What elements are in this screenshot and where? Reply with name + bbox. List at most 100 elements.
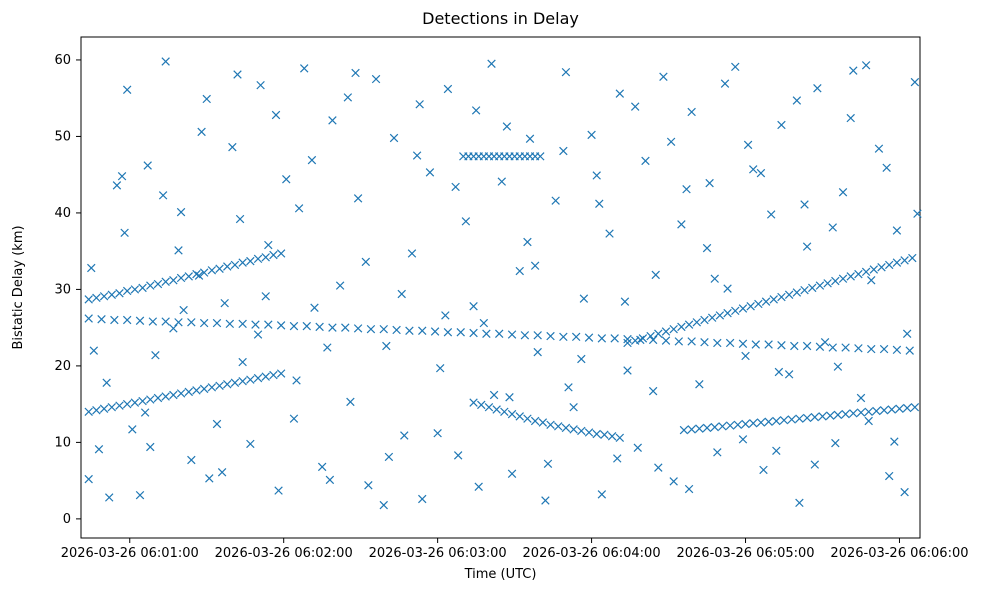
scatter-point [220, 298, 229, 308]
scatter-point [151, 350, 160, 360]
scatter-point [908, 253, 917, 263]
scatter-point [282, 175, 291, 184]
scatter-point [443, 84, 453, 94]
scatter-point [217, 467, 227, 477]
scatter-point [718, 422, 727, 431]
scatter-point [669, 324, 678, 334]
scatter-point [756, 168, 766, 178]
scatter-point [461, 217, 471, 226]
scatter-point [343, 93, 353, 102]
scatter-point [405, 326, 414, 335]
scatter-point [756, 418, 766, 427]
scatter-point [654, 463, 663, 472]
scatter-point [494, 329, 504, 338]
scatter-point [607, 432, 617, 441]
scatter-point [774, 367, 784, 377]
scatter-point [700, 337, 709, 347]
scatter-point [269, 370, 278, 380]
y-tick-label: 60 [54, 53, 71, 68]
scatter-point [538, 418, 548, 427]
scatter-point [112, 181, 122, 190]
scatter-point [294, 204, 304, 213]
scatter-point [831, 438, 840, 448]
scatter-point [815, 281, 825, 290]
scatter-point [148, 317, 158, 326]
scatter-point [551, 196, 560, 205]
scatter-point [684, 484, 694, 494]
scatter-point [341, 323, 350, 332]
scatter-point [677, 322, 686, 332]
scatter-point [153, 393, 163, 403]
scatter-point [849, 66, 858, 75]
scatter-point [861, 267, 871, 277]
scatter-point [890, 437, 899, 446]
scatter-point [215, 381, 224, 391]
scatter-point [854, 269, 863, 279]
scatter-point [792, 288, 802, 297]
scatter-point [802, 242, 812, 251]
scatter-point [433, 428, 442, 438]
scatter-point [661, 327, 671, 336]
scatter-point [564, 383, 573, 392]
scatter-point [695, 424, 704, 433]
scatter-point [879, 344, 889, 354]
scatter-point [253, 330, 263, 339]
scatter-point [97, 315, 106, 324]
scatter-point [823, 279, 832, 288]
scatter-point [867, 344, 876, 354]
scatter-point [328, 323, 337, 332]
scatter-point [507, 409, 517, 419]
scatter-point [302, 321, 312, 331]
scatter-point [353, 324, 363, 333]
scatter-point [790, 341, 799, 351]
scatter-point [787, 415, 796, 424]
scatter-point [561, 423, 571, 433]
scatter-point [592, 429, 601, 439]
scatter-point [646, 331, 655, 341]
scatter-point [128, 425, 137, 434]
scatter-point [487, 59, 496, 68]
x-tick-label: 2026-03-26 06:03:00 [369, 546, 507, 561]
scatter-point [115, 401, 124, 410]
scatter-point [323, 343, 332, 352]
scatter-point [792, 96, 802, 105]
scatter-points [84, 57, 922, 510]
scatter-point [228, 142, 237, 152]
scatter-point [879, 406, 889, 415]
scatter-point [872, 406, 881, 416]
scatter-point [315, 322, 324, 332]
scatter-point [841, 343, 850, 352]
scatter-point [122, 399, 132, 409]
scatter-point [102, 378, 111, 387]
scatter-point [892, 258, 902, 267]
scatter-point [507, 330, 517, 339]
scatter-point [910, 402, 920, 412]
scatter-point [84, 314, 93, 323]
scatter-point [500, 407, 509, 417]
scatter-point [122, 315, 132, 325]
scatter-point [533, 347, 542, 357]
scatter-point [864, 416, 873, 426]
scatter-point [713, 338, 722, 348]
scatter-point [854, 344, 863, 353]
scatter-point [615, 433, 625, 443]
scatter-point [846, 113, 855, 123]
scatter-point [238, 258, 247, 267]
scatter-point [153, 279, 163, 289]
scatter-point [289, 414, 299, 423]
scatter-point [779, 415, 789, 425]
scatter-point [418, 494, 427, 504]
scatter-point [335, 281, 345, 290]
scatter-point [140, 408, 150, 417]
scatter-point [84, 295, 93, 304]
y-tick-label: 40 [54, 206, 71, 221]
scatter-point [800, 200, 809, 209]
scatter-point [299, 64, 309, 73]
scatter-point [746, 302, 755, 311]
scatter-point [561, 67, 571, 77]
scatter-point [364, 480, 373, 490]
scatter-point [271, 110, 281, 120]
scatter-point [597, 334, 607, 343]
scatter-point [238, 357, 247, 367]
y-tick-label: 20 [54, 359, 71, 374]
